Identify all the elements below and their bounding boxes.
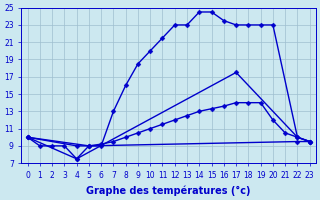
X-axis label: Graphe des températures (°c): Graphe des températures (°c) — [86, 185, 251, 196]
